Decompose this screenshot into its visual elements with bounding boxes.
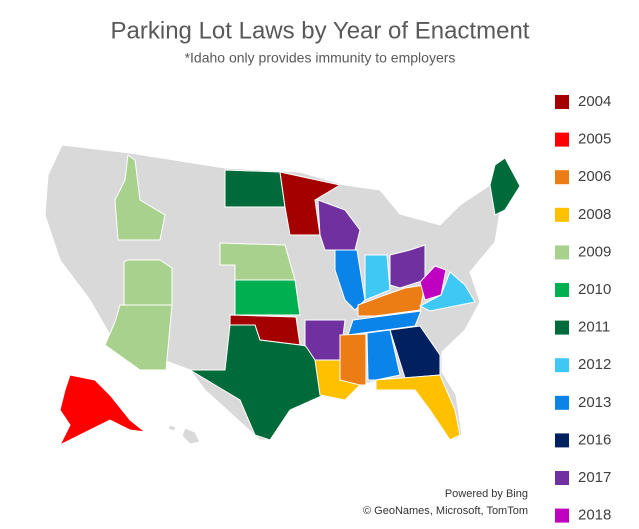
legend-swatch [555,320,569,335]
state-region [419,265,447,301]
state-region [123,259,173,306]
legend-label: 2012 [578,356,611,373]
legend-label: 2008 [578,206,611,223]
legend-swatch [555,471,569,485]
state-region [389,325,441,379]
chart-subtitle: *Idaho only provides immunity to employe… [185,50,456,66]
legend-label: 2005 [578,131,611,148]
state-region [334,249,366,311]
state-region [114,154,166,241]
state-region [188,324,336,441]
legend-swatch [555,132,569,147]
legend-label: 2010 [578,281,611,298]
state-region [418,271,476,312]
legend-swatch [555,95,569,109]
legend-label: 2009 [578,243,611,260]
legend-swatch [555,283,569,297]
state-region [234,279,301,316]
attribution: Powered by Bing [445,488,528,500]
state-region [304,319,346,361]
state-region [104,304,173,371]
legend-label: 2006 [578,168,611,185]
state-region [347,310,422,336]
legend-swatch [555,207,569,222]
legend-swatch [555,508,569,523]
hawaii [167,424,177,432]
legend-label: 2004 [578,93,611,110]
legend-label: 2018 [578,507,611,524]
state-region [339,333,367,386]
state-region [489,157,521,216]
legend-label: 2011 [578,319,610,336]
hawaii [181,427,201,445]
state-region [366,329,401,381]
chart-title: Parking Lot Laws by Year of Enactment [111,17,530,44]
us-map [44,144,521,447]
legend-swatch [555,395,569,410]
legend-label: 2013 [578,394,611,411]
legend-swatch [555,358,569,373]
legend-swatch [555,245,569,260]
state-region [364,254,391,301]
attribution: © GeoNames, Microsoft, TomTom [363,505,528,517]
legend-label: 2017 [578,469,611,486]
legend-swatch [555,433,569,448]
state-region [357,284,426,317]
state-region [224,169,286,208]
legend-label: 2016 [578,431,611,448]
legend: 2004 2005 2006 2008 2009 2010 2011 2012 2013 2016… [555,93,611,524]
state-region [314,359,361,401]
legend-swatch [555,170,569,185]
state-region [58,374,147,447]
state-region [375,374,461,441]
